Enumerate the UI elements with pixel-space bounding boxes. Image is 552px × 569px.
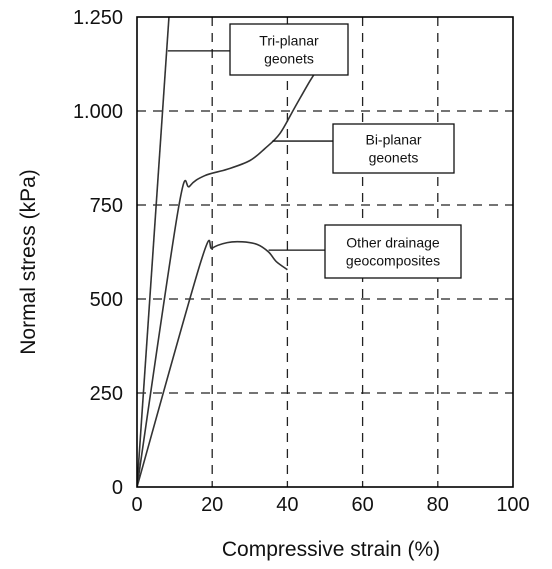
y-tick-label: 250	[90, 383, 123, 405]
curves	[137, 17, 319, 487]
callout-label-line: geocomposites	[346, 253, 440, 269]
grid-lines	[137, 17, 513, 487]
callout-tri-planar-geonets: Tri-planar geonets	[167, 23, 349, 76]
y-tick-label: 0	[112, 477, 123, 499]
y-axis-title: Normal stress (kPa)	[17, 169, 40, 355]
x-tick-label: 40	[276, 494, 298, 516]
y-tick-label: 500	[90, 289, 123, 311]
tick-labels: 0 20 40 60 80 100 0 250 500 750 1.000 1.250	[73, 7, 530, 516]
series-line-bi-planar-geonets	[137, 69, 319, 487]
x-tick-label: 80	[427, 494, 449, 516]
x-tick-label: 0	[131, 494, 142, 516]
x-tick-label: 20	[201, 494, 223, 516]
x-tick-label: 100	[496, 494, 529, 516]
callout-box	[229, 23, 349, 76]
callout-label-line: geonets	[264, 51, 314, 67]
callouts: Tri-planar geonets Bi-planar geonets Other d…	[167, 23, 462, 279]
callout-label-line: Other drainage	[346, 235, 440, 251]
callout-label-line: geonets	[369, 150, 419, 166]
callout-other-drainage-geocomposites: Other drainage geocomposites	[268, 224, 462, 279]
y-tick-label: 750	[90, 195, 123, 217]
x-tick-label: 60	[351, 494, 373, 516]
y-tick-label: 1.250	[73, 7, 123, 29]
callout-box	[324, 224, 462, 279]
x-axis-title: Compressive strain (%)	[222, 538, 440, 561]
series-line-other-drainage-geocomposites	[137, 239, 288, 487]
callout-box	[332, 123, 455, 174]
callout-label-line: Tri-planar	[259, 33, 319, 49]
plot-frame	[136, 16, 514, 488]
series-line-tri-planar-geonets	[137, 17, 170, 487]
callout-bi-planar-geonets: Bi-planar geonets	[272, 123, 455, 174]
callout-label-line: Bi-planar	[365, 132, 421, 148]
y-tick-label: 1.000	[73, 101, 123, 123]
